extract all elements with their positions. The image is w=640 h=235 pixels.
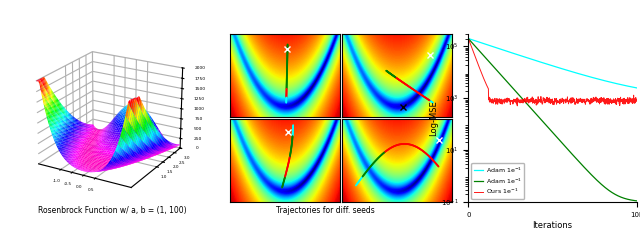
Adam 1e$^{-1}$ (465, 37, 472, 40)
Adam 1e$^{-1}$ (609, 192, 617, 195)
Adam 1e$^{-1}$ (465, 37, 472, 40)
Ours 1e$^{-1}$ (633, 98, 640, 101)
Adam 1e$^{-1}$ (572, 157, 579, 159)
Ours 1e$^{-1}$ (610, 98, 618, 100)
Line: Adam 1e$^{-1}$: Adam 1e$^{-1}$ (468, 39, 637, 88)
X-axis label: Iterations: Iterations (532, 221, 573, 230)
Ours 1e$^{-1}$ (475, 64, 483, 67)
Adam 1e$^{-1}$ (563, 69, 570, 71)
Adam 1e$^{-1}$ (567, 151, 575, 154)
Adam 1e$^{-1}$ (563, 146, 570, 149)
Adam 1e$^{-1}$ (633, 200, 640, 202)
Text: Rosenbrock Function w/ a, b = (1, 100): Rosenbrock Function w/ a, b = (1, 100) (38, 206, 186, 215)
Y-axis label: Log-MSE: Log-MSE (429, 100, 438, 136)
Ours 1e$^{-1}$ (593, 99, 600, 102)
Adam 1e$^{-1}$ (592, 178, 600, 181)
Adam 1e$^{-1}$ (609, 82, 617, 84)
Ours 1e$^{-1}$ (567, 99, 575, 102)
Line: Adam 1e$^{-1}$: Adam 1e$^{-1}$ (468, 39, 637, 201)
Adam 1e$^{-1}$ (633, 86, 640, 89)
Adam 1e$^{-1}$ (567, 70, 575, 73)
Ours 1e$^{-1}$ (572, 101, 580, 104)
Adam 1e$^{-1}$ (475, 49, 483, 51)
Ours 1e$^{-1}$ (465, 37, 472, 40)
Ours 1e$^{-1}$ (513, 104, 521, 107)
Text: Trajectories for diff. seeds: Trajectories for diff. seeds (276, 206, 374, 215)
Adam 1e$^{-1}$ (592, 77, 600, 80)
Ours 1e$^{-1}$ (563, 99, 570, 102)
Adam 1e$^{-1}$ (475, 41, 483, 43)
Legend: Adam 1e$^{-1}$, Adam 1e$^{-1}$, Ours 1e$^{-1}$: Adam 1e$^{-1}$, Adam 1e$^{-1}$, Ours 1e$… (472, 163, 524, 199)
Line: Ours 1e$^{-1}$: Ours 1e$^{-1}$ (468, 39, 637, 106)
Adam 1e$^{-1}$ (572, 71, 579, 74)
